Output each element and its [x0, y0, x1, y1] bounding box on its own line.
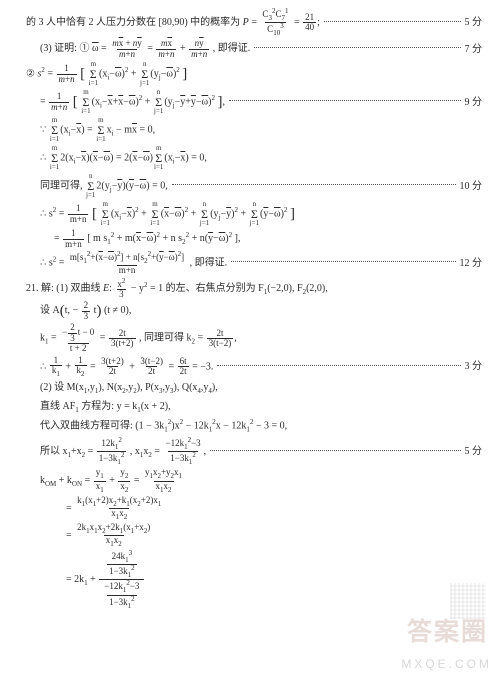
text: (3) 证明: ① ω = mx + nym+n = mxm+n + nym+n…	[26, 39, 250, 59]
text: 的 3 人中恰有 2 人压力分数在 [80,90) 中的概率为 P = C32C…	[26, 8, 320, 37]
brand-watermark: 答案圈	[407, 614, 488, 652]
line-s2-a: ② s2 = 1m+n [ mΣi=1(xi−ω)2 + nΣj=1(yj−ω)…	[26, 61, 486, 87]
score-3: 3 分	[465, 359, 487, 374]
leader	[210, 450, 460, 451]
line-q21: 21. 解: (1) 双曲线 E: x23 − y2 = 1 的左、右焦点分别为…	[26, 278, 486, 300]
text: 21. 解: (1) 双曲线 E: x23 − y2 = 1 的左、右焦点分别为…	[26, 278, 328, 300]
leader	[217, 365, 460, 366]
text: 设 A(t, − 23 t) (t ≠ 0),	[26, 301, 131, 321]
leader	[172, 184, 456, 185]
line-prob: 的 3 人中恰有 2 人压力分数在 [80,90) 中的概率为 P = C32C…	[26, 8, 486, 37]
text: ② s2 = 1m+n [ mΣi=1(xi−ω)2 + nΣj=1(yj−ω)…	[26, 61, 187, 87]
line-s2-b: = 1m+n [ mΣi=1(xi−x+x−ω)2 + nΣj=1(yj−y+y…	[26, 89, 486, 115]
leader	[229, 100, 461, 101]
leader	[231, 261, 455, 262]
line-setA: 设 A(t, − 23 t) (t ≠ 0),	[26, 301, 486, 321]
line-invk: ∴ 1k1 + 1k2 = 3(t+2)2t + 3(t−2)2t = 6t2t…	[26, 356, 486, 379]
text: = 1m+n [ m s12 + m(x−ω)2 + n s22 + n(y−ω…	[26, 229, 240, 249]
score-7: 7 分	[465, 42, 487, 57]
text: 代入双曲线方程可得: (1 − 3k12)x2 − 12k12x − 12k12…	[40, 417, 287, 435]
line-s2-final: ∴ s2 = m[s12+(x−ω)2] + n[s22+(y−ω)2]m+n …	[26, 251, 486, 276]
text: ∴ mΣi=12(xi−x)(x−ω) = 2(x−ω)mΣi=1(xi−x) …	[26, 145, 207, 171]
score-10: 10 分	[460, 179, 487, 194]
text: kOM + kON = y1x1 + y2x2 = y1x2+y2x1x1x2	[40, 468, 185, 493]
leader	[324, 21, 461, 22]
line-s2-ms: = 1m+n [ m s12 + m(x−ω)2 + n s22 + n(y−ω…	[26, 229, 486, 249]
text: 直线 AF1 方程为: y = k1(x + 2),	[40, 399, 171, 416]
page: 的 3 人中恰有 2 人压力分数在 [80,90) 中的概率为 P = C32C…	[0, 0, 500, 618]
line-komon4: = 2k1 + 24k131−3k12 −12k12−31−3k12	[26, 550, 486, 610]
line-sub: 代入双曲线方程可得: (1 − 3k12)x2 − 12k12x − 12k12…	[26, 417, 486, 435]
text: = 1m+n [ mΣi=1(xi−x+x−ω)2 + nΣj=1(yj−y+y…	[26, 89, 225, 115]
line-vieta: 所以 x1+x2 = 12k121−3k12 , x1x2 = −12k12−3…	[26, 437, 486, 466]
score-12: 12 分	[460, 256, 487, 271]
line-s2-expand: ∴ s2 = 1m+n [ mΣi=1(xi−x)2 + mΣi=1(x−ω)2…	[26, 201, 486, 227]
text: = k1(x1+2)x2+k1(x2+2)x1x1x2	[66, 496, 164, 521]
line-k1: k1 = −23t − 0t + 2 = 2t3(t+2) , 同理可得 k2 …	[26, 323, 486, 353]
text: ∴ s2 = 1m+n [ mΣi=1(xi−x)2 + mΣi=1(x−ω)2…	[26, 201, 295, 227]
line-cross-x: ∴ mΣi=12(xi−x)(x−ω) = 2(x−ω)mΣi=1(xi−x) …	[26, 145, 486, 171]
leader	[254, 47, 460, 48]
line-komon2: = k1(x1+2)x2+k1(x2+2)x1x1x2	[26, 496, 486, 521]
text: = 2k1 + 24k131−3k12 −12k12−31−3k12	[66, 550, 145, 610]
text: k1 = −23t − 0t + 2 = 2t3(t+2) , 同理可得 k2 …	[26, 323, 237, 353]
text: ∴ 1k1 + 1k2 = 3(t+2)2t + 3(t−2)2t = 6t2t…	[26, 356, 213, 379]
text: (2) 设 M(x1,y1), N(x2,y2), P(x3,y3), Q(x4…	[40, 380, 218, 397]
text: 所以 x1+x2 = 12k121−3k12 , x1x2 = −12k12−3…	[26, 437, 206, 466]
score-5: 5 分	[465, 15, 487, 30]
line-komon3: = 2k1x1x2+2k1(x1+x2)x1x2	[26, 523, 486, 548]
line-komon: kOM + kON = y1x1 + y2x2 = y1x2+y2x1x1x2	[26, 468, 486, 493]
score-5b: 5 分	[465, 444, 487, 459]
line-sumx: ∵ mΣi=1(xi−x) = mΣi=1xi − mx = 0,	[26, 117, 486, 143]
text: ∴ s2 = m[s12+(x−ω)2] + n[s22+(y−ω)2]m+n …	[26, 251, 227, 276]
line-proof1: (3) 证明: ① ω = mx + nym+n = mxm+n + nym+n…	[26, 39, 486, 59]
site-watermark: MXQE.COM	[401, 655, 492, 673]
line-af1: 直线 AF1 方程为: y = k1(x + 2),	[26, 399, 486, 416]
text: 同理可得, nΣj=12(yj−y)(y−ω) = 0,	[26, 173, 168, 199]
line-cross-y: 同理可得, nΣj=12(yj−y)(y−ω) = 0, 10 分	[26, 173, 486, 199]
line-setMNPQ: (2) 设 M(x1,y1), N(x2,y2), P(x3,y3), Q(x4…	[26, 380, 486, 397]
score-9: 9 分	[465, 95, 487, 110]
text: = 2k1x1x2+2k1(x1+x2)x1x2	[66, 523, 153, 548]
text: ∵ mΣi=1(xi−x) = mΣi=1xi − mx = 0,	[26, 117, 155, 143]
